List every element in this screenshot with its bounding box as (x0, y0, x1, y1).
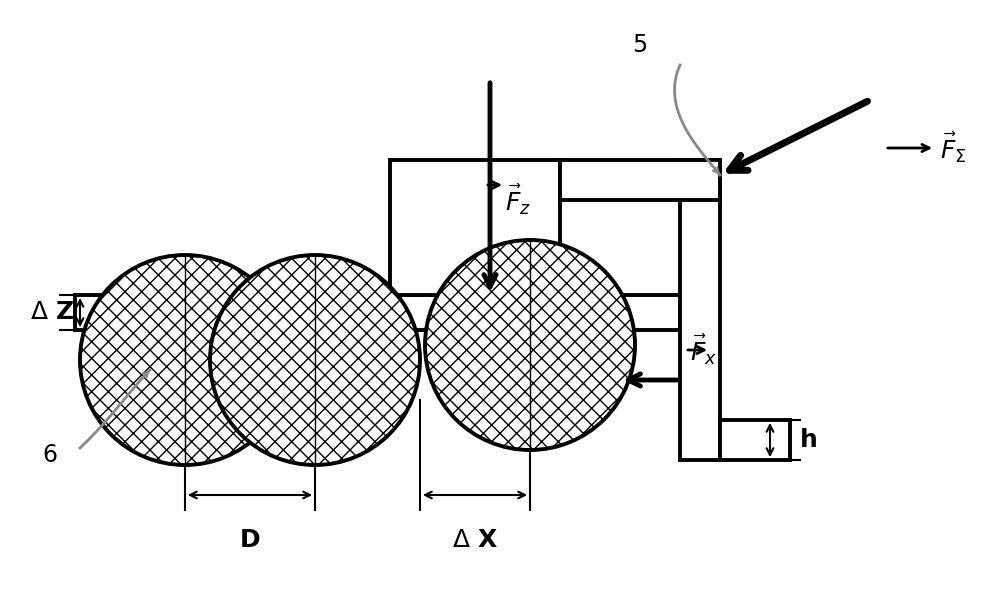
Ellipse shape (425, 240, 634, 450)
Text: 6: 6 (42, 443, 57, 467)
Text: h: h (800, 428, 817, 452)
Ellipse shape (80, 255, 290, 465)
Bar (75, 295, 679, 330)
Bar (390, 160, 559, 295)
Text: $\vec{F}_{\Sigma}$: $\vec{F}_{\Sigma}$ (939, 131, 966, 165)
Ellipse shape (209, 255, 420, 465)
Text: 5: 5 (631, 33, 647, 57)
Text: $\Delta$ X: $\Delta$ X (451, 528, 498, 552)
Text: D: D (239, 528, 261, 552)
Text: $\vec{F}_x$: $\vec{F}_x$ (689, 333, 716, 367)
Bar (719, 420, 790, 460)
Text: $\Delta$ Z: $\Delta$ Z (30, 300, 75, 324)
Text: $\vec{F}_z$: $\vec{F}_z$ (504, 183, 531, 217)
Bar (679, 160, 719, 460)
Bar (559, 160, 719, 200)
